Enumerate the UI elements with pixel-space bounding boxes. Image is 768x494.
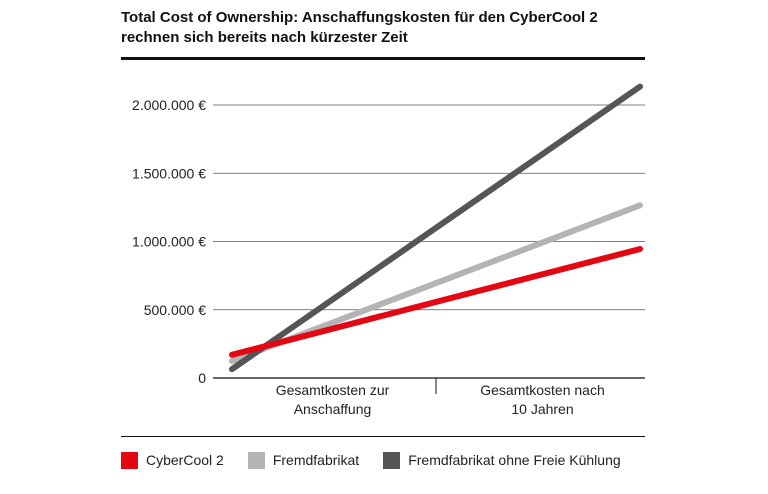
legend: CyberCool 2 Fremdfabrikat Fremdfabrikat …: [121, 451, 645, 469]
x-category-label: Gesamtkosten zur: [276, 382, 390, 398]
legend-swatch-cybercool: [121, 451, 138, 469]
legend-item-fremdfabrikat-ohne-kuehlung[interactable]: Fremdfabrikat ohne Freie Kühlung: [383, 451, 621, 469]
y-tick-label: 1.000.000 €: [132, 234, 206, 250]
legend-item-fremdfabrikat[interactable]: Fremdfabrikat: [247, 451, 360, 469]
top-rule: [121, 57, 645, 60]
legend-swatch-fremdfabrikat: [247, 451, 265, 469]
y-tick-label: 500.000 €: [144, 302, 206, 318]
series-line-2: [229, 83, 643, 373]
y-tick-label: 0: [198, 370, 206, 386]
x-category-label: 10 Jahren: [511, 401, 573, 417]
chart-title: Total Cost of Ownership: Anschaffungskos…: [121, 9, 598, 46]
legend-item-cybercool[interactable]: CyberCool 2: [121, 451, 224, 469]
legend-swatch-fremdfabrikat-ohne-kuehlung: [383, 451, 401, 469]
legend-label-cybercool: CyberCool 2: [146, 452, 224, 468]
bottom-rule: [121, 436, 645, 437]
legend-label-fremdfabrikat: Fremdfabrikat: [272, 452, 360, 468]
y-tick-label: 1.500.000 €: [132, 165, 206, 181]
series-line-0: [229, 246, 643, 358]
y-tick-label: 2.000.000 €: [132, 97, 206, 113]
legend-label-fremdfabrikat-ohne-kuehlung: Fremdfabrikat ohne Freie Kühlung: [408, 452, 621, 468]
x-category-label: Anschaffung: [294, 401, 372, 417]
x-category-label: Gesamtkosten nach: [480, 382, 605, 398]
